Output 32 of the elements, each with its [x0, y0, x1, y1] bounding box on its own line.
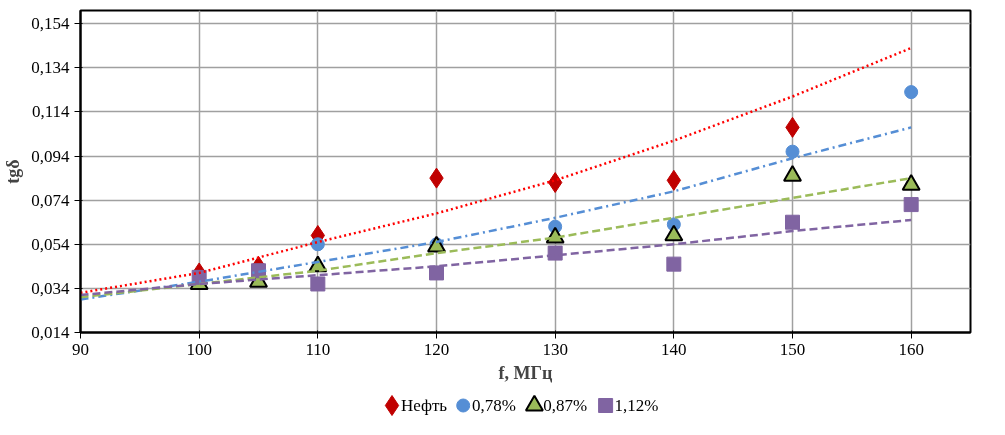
point [785, 144, 800, 159]
point [904, 85, 919, 100]
point [785, 214, 800, 230]
x-tick-label: 140 [661, 339, 687, 359]
y-tick-label: 0,094 [31, 146, 70, 166]
x-tick-label: 100 [186, 339, 212, 359]
y-axis-title: tgδ [3, 159, 24, 184]
point [310, 276, 326, 292]
x-tick-label: 110 [305, 339, 331, 359]
x-tick-label: 90 [72, 339, 89, 359]
point [666, 256, 682, 272]
legend-label: 0,87% [543, 396, 588, 415]
x-tick-label: 130 [542, 339, 568, 359]
y-tick-label: 0,074 [31, 190, 70, 210]
y-tick-label: 0,034 [31, 278, 70, 298]
legend-label: Нефть [400, 396, 448, 415]
point [547, 245, 563, 261]
y-tick-label: 0,014 [31, 323, 70, 342]
legend-label: 1,12% [614, 396, 659, 415]
legend-label: 0,78% [472, 396, 517, 415]
x-tick-label: 150 [779, 339, 806, 359]
y-tick-label: 0,134 [31, 58, 70, 78]
x-tick-label: 120 [423, 339, 450, 359]
y-tick-label: 0,054 [31, 234, 70, 254]
point [429, 265, 444, 281]
line-series [80, 126, 913, 301]
y-tick-label: 0,114 [31, 102, 70, 122]
x-axis-title: f, МГц [498, 362, 554, 383]
line-series [80, 46, 913, 295]
y-tick-label: 0,154 [31, 14, 70, 34]
x-tick-label: 160 [898, 339, 924, 359]
point [903, 197, 919, 213]
